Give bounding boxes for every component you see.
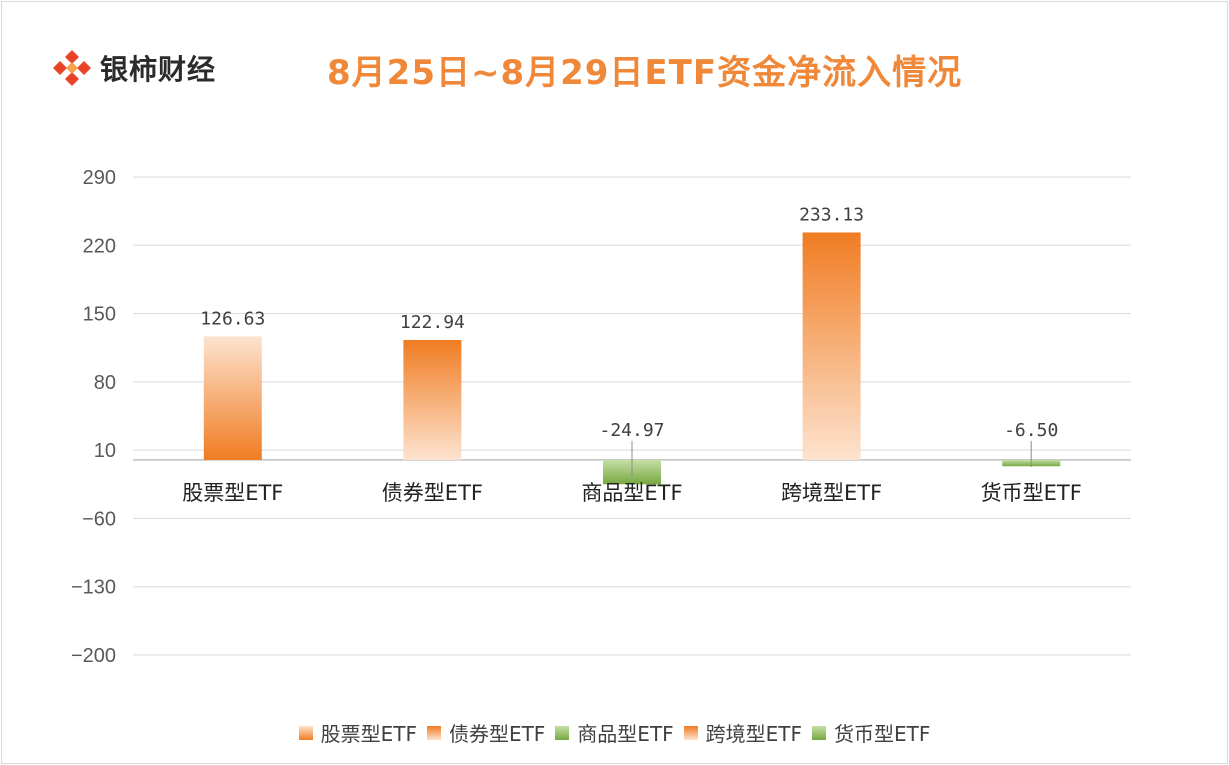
legend-item: 跨境型ETF	[683, 718, 803, 747]
legend-label: 商品型ETF	[577, 722, 674, 746]
y-tick-label: 150	[83, 304, 116, 326]
data-label: 233.13	[799, 204, 864, 225]
y-tick-label: −200	[71, 645, 116, 667]
category-label: 货币型ETF	[981, 481, 1082, 505]
bar-1	[203, 336, 262, 460]
data-label: -6.50	[1004, 420, 1058, 441]
legend-swatch	[298, 725, 313, 740]
legend-item: 货币型ETF	[812, 718, 930, 747]
legend-label: 跨境型ETF	[705, 722, 803, 746]
category-label: 商品型ETF	[581, 481, 682, 505]
legend-item: 股票型ETF	[298, 718, 417, 747]
y-tick-label: 80	[94, 372, 116, 394]
data-label: 126.63	[200, 308, 265, 329]
y-tick-label: −130	[71, 577, 116, 599]
legend-item: 债券型ETF	[426, 718, 546, 747]
legend-swatch	[555, 725, 570, 740]
data-label: -24.97	[599, 420, 664, 441]
y-tick-label: 10	[94, 440, 116, 462]
category-label: 债券型ETF	[382, 481, 483, 505]
legend-item: 商品型ETF	[555, 718, 674, 747]
legend-swatch	[812, 725, 827, 740]
brand-name: 银柿财经	[100, 53, 217, 86]
legend-label: 货币型ETF	[834, 722, 931, 746]
category-label: 跨境型ETF	[781, 481, 882, 505]
y-tick-label: 290	[83, 167, 116, 189]
brand-logo: 银柿财经	[52, 48, 216, 88]
brand-logo-icon	[53, 50, 91, 86]
legend-swatch	[683, 725, 698, 740]
bar-2	[403, 339, 462, 460]
bar-4	[802, 232, 861, 460]
data-label: 122.94	[400, 312, 465, 333]
chart-legend: 股票型ETF 债券型ETF 商品型ETF 跨境型ETF 货币型ETF	[0, 718, 1229, 747]
y-tick-label: −60	[82, 508, 116, 530]
category-label: 股票型ETF	[182, 481, 283, 505]
legend-label: 股票型ETF	[320, 722, 417, 746]
legend-label: 债券型ETF	[448, 722, 546, 746]
legend-swatch	[426, 725, 441, 740]
chart-title: 8月25日~8月29日ETF资金净流入情况	[327, 53, 963, 93]
y-tick-label: 220	[83, 235, 116, 257]
